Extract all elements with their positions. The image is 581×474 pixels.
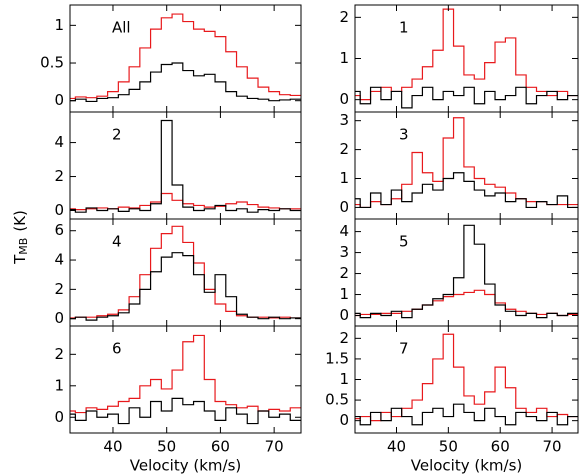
spectrum-line [355, 172, 578, 209]
y-tick-label: 2 [339, 329, 349, 347]
x-tick-label: 40 [103, 438, 122, 456]
y-axis-label-unit: (K) [11, 210, 29, 232]
y-axis-label-sub: MB [17, 238, 30, 255]
panel-frame [69, 325, 302, 434]
y-tick-label: 3 [339, 111, 349, 129]
x-tick-label: 70 [265, 438, 284, 456]
y-axis-label: TMB (K) [11, 210, 31, 265]
y-tick-label: 4 [339, 222, 349, 240]
panel-frame [354, 325, 579, 434]
panel-label: 4 [112, 233, 122, 251]
y-tick-label: 1 [339, 49, 349, 67]
spectrum-line [70, 119, 301, 213]
x-tick-label: 50 [157, 438, 176, 456]
panel-frame [69, 218, 302, 327]
y-tick-label: 2 [339, 8, 349, 26]
spectrum-line [355, 289, 578, 317]
spectrum-line [70, 252, 301, 321]
y-tick-label: 0 [339, 198, 349, 216]
y-tick-label: 2 [54, 280, 64, 298]
y-tick-label: 2 [339, 264, 349, 282]
y-tick-label: 0 [54, 201, 64, 219]
x-tick-label: 60 [211, 438, 230, 456]
y-tick-label: 1 [54, 16, 64, 34]
y-tick-label: 1 [339, 169, 349, 187]
x-axis-label: Velocity (km/s) [130, 457, 241, 474]
panel [355, 117, 578, 209]
panel-label: 7 [399, 340, 409, 358]
y-tick-label: 1 [339, 285, 349, 303]
panel-label: 2 [112, 126, 122, 144]
y-tick-label: 6 [54, 221, 64, 239]
spectrum-line [355, 86, 578, 109]
panel [70, 225, 301, 321]
spectrum-line [355, 403, 578, 426]
panel-label: All [112, 19, 131, 37]
y-tick-label: 4 [54, 133, 64, 151]
y-tick-label: 3 [339, 243, 349, 261]
panel-label: 6 [112, 340, 122, 358]
x-tick-label: 60 [491, 438, 510, 456]
panel-frame [354, 218, 579, 327]
x-tick-label: 50 [439, 438, 458, 456]
y-tick-label: 0 [54, 408, 64, 426]
panel-label: 5 [399, 233, 409, 251]
x-tick-label: 40 [387, 438, 406, 456]
panel-frame [354, 111, 579, 220]
x-axis-label: Velocity (km/s) [411, 457, 522, 474]
panel-label: 1 [399, 19, 409, 37]
y-tick-label: 0 [339, 306, 349, 324]
x-tick-label: 70 [543, 438, 562, 456]
y-axis-label-main: T [11, 254, 29, 265]
spectrum-line [70, 13, 301, 100]
panel [70, 119, 301, 213]
y-tick-label: 0 [339, 90, 349, 108]
spectrum-line [355, 117, 578, 209]
spectrum-line [70, 62, 301, 103]
y-tick-label: 0 [54, 309, 64, 327]
panel [355, 224, 578, 319]
y-tick-label: 1 [339, 370, 349, 388]
panel [70, 13, 301, 103]
y-tick-label: 0.5 [325, 391, 349, 409]
y-tick-label: 2 [339, 140, 349, 158]
y-tick-label: 2 [54, 345, 64, 363]
panel [70, 334, 301, 425]
spectrum-line [70, 334, 301, 414]
panel-frame [69, 111, 302, 220]
panel [355, 333, 578, 426]
y-tick-label: 1 [54, 376, 64, 394]
y-tick-label: 1.5 [325, 349, 349, 367]
panel-label: 3 [399, 126, 409, 144]
spectrum-line [70, 225, 301, 319]
spectrum-line [70, 397, 301, 425]
spectrum-line [355, 224, 578, 319]
spectrum-line [355, 8, 578, 101]
y-tick-label: 0.5 [40, 54, 64, 72]
y-tick-label: 0 [54, 91, 64, 109]
y-tick-label: 2 [54, 167, 64, 185]
y-tick-label: 4 [54, 251, 64, 269]
panel [355, 8, 578, 109]
y-tick-label: 0 [339, 411, 349, 429]
